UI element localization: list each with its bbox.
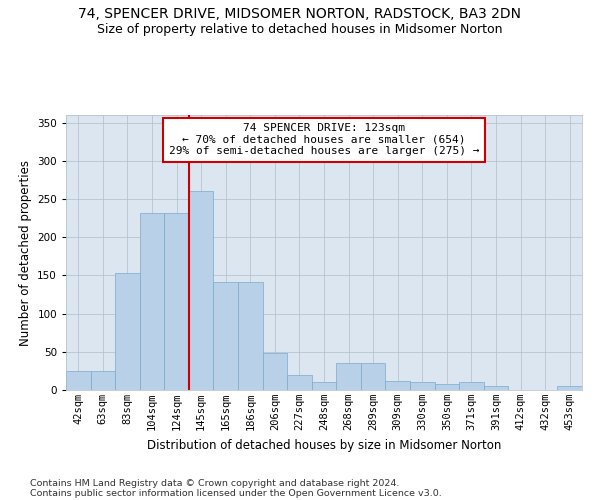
Bar [385,381,410,390]
Bar [164,213,189,390]
Bar [459,382,484,390]
Bar [287,374,312,390]
Text: Contains public sector information licensed under the Open Government Licence v3: Contains public sector information licen… [30,488,442,498]
Bar [312,382,336,390]
Y-axis label: Number of detached properties: Number of detached properties [19,160,32,346]
X-axis label: Distribution of detached houses by size in Midsomer Norton: Distribution of detached houses by size … [147,438,501,452]
Bar [361,364,385,390]
Bar [214,282,238,390]
Bar [434,384,459,390]
Bar [336,364,361,390]
Bar [66,371,91,390]
Bar [115,273,140,390]
Bar [263,354,287,390]
Bar [189,192,214,390]
Text: Size of property relative to detached houses in Midsomer Norton: Size of property relative to detached ho… [97,22,503,36]
Bar [484,386,508,390]
Bar [557,386,582,390]
Bar [238,282,263,390]
Text: Contains HM Land Registry data © Crown copyright and database right 2024.: Contains HM Land Registry data © Crown c… [30,478,400,488]
Text: 74, SPENCER DRIVE, MIDSOMER NORTON, RADSTOCK, BA3 2DN: 74, SPENCER DRIVE, MIDSOMER NORTON, RADS… [79,8,521,22]
Bar [410,382,434,390]
Bar [140,213,164,390]
Bar [91,371,115,390]
Text: 74 SPENCER DRIVE: 123sqm
← 70% of detached houses are smaller (654)
29% of semi-: 74 SPENCER DRIVE: 123sqm ← 70% of detach… [169,123,479,156]
